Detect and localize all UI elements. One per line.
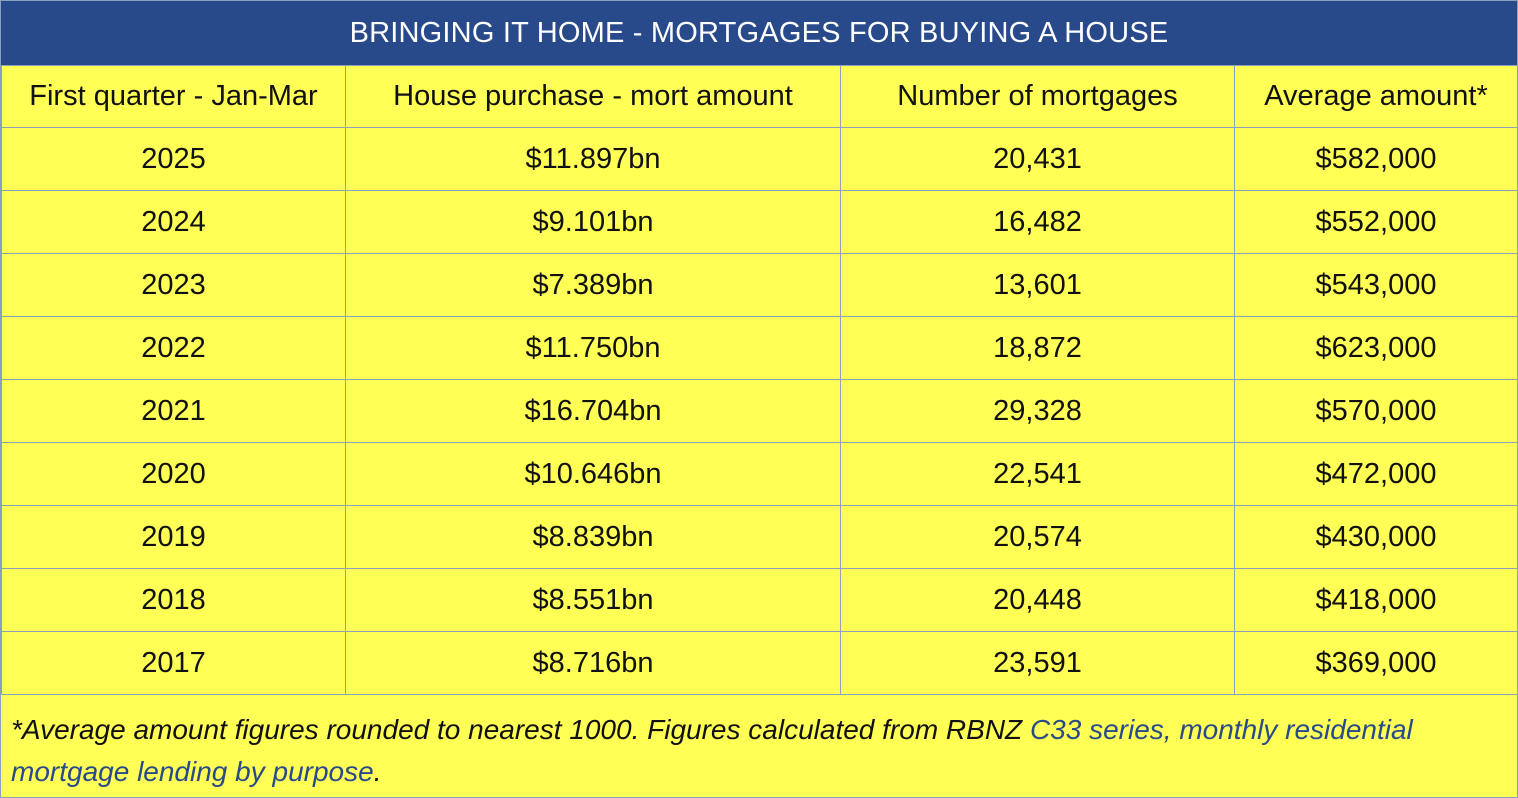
table-row: 2025 $11.897bn 20,431 $582,000	[1, 127, 1518, 191]
column-header-number: Number of mortgages	[840, 65, 1235, 128]
table-row: 2022 $11.750bn 18,872 $623,000	[1, 316, 1518, 380]
cell-mort-amount: $8.839bn	[345, 505, 841, 569]
cell-number: 18,872	[840, 316, 1235, 380]
table-row: 2024 $9.101bn 16,482 $552,000	[1, 190, 1518, 254]
cell-number: 20,431	[840, 127, 1235, 191]
cell-mort-amount: $11.897bn	[345, 127, 841, 191]
header-row: First quarter - Jan-Mar House purchase -…	[1, 65, 1518, 128]
cell-average: $582,000	[1234, 127, 1518, 191]
cell-year: 2022	[1, 316, 346, 380]
table-row: 2018 $8.551bn 20,448 $418,000	[1, 568, 1518, 632]
footnote-text: *Average amount figures rounded to neare…	[11, 714, 1030, 745]
table-row: 2020 $10.646bn 22,541 $472,000	[1, 442, 1518, 506]
cell-year: 2018	[1, 568, 346, 632]
cell-year: 2023	[1, 253, 346, 317]
cell-mort-amount: $7.389bn	[345, 253, 841, 317]
cell-number: 29,328	[840, 379, 1235, 443]
cell-number: 22,541	[840, 442, 1235, 506]
table-row: 2017 $8.716bn 23,591 $369,000	[1, 631, 1518, 695]
mortgage-table: First quarter - Jan-Mar House purchase -…	[1, 65, 1518, 695]
cell-number: 23,591	[840, 631, 1235, 695]
table-title: BRINGING IT HOME - MORTGAGES FOR BUYING …	[1, 1, 1517, 65]
cell-number: 20,448	[840, 568, 1235, 632]
cell-average: $430,000	[1234, 505, 1518, 569]
rbnz-c33-link[interactable]: C33 series, monthly residential mortgage…	[11, 714, 1413, 787]
cell-year: 2025	[1, 127, 346, 191]
footnote: *Average amount figures rounded to neare…	[1, 695, 1517, 793]
table-row: 2023 $7.389bn 13,601 $543,000	[1, 253, 1518, 317]
cell-mort-amount: $10.646bn	[345, 442, 841, 506]
cell-mort-amount: $11.750bn	[345, 316, 841, 380]
cell-year: 2020	[1, 442, 346, 506]
cell-average: $369,000	[1234, 631, 1518, 695]
cell-number: 13,601	[840, 253, 1235, 317]
table-row: 2019 $8.839bn 20,574 $430,000	[1, 505, 1518, 569]
cell-year: 2024	[1, 190, 346, 254]
cell-mort-amount: $8.716bn	[345, 631, 841, 695]
cell-year: 2017	[1, 631, 346, 695]
cell-number: 20,574	[840, 505, 1235, 569]
cell-average: $543,000	[1234, 253, 1518, 317]
cell-average: $418,000	[1234, 568, 1518, 632]
cell-number: 16,482	[840, 190, 1235, 254]
footnote-end: .	[373, 756, 382, 787]
cell-average: $570,000	[1234, 379, 1518, 443]
cell-year: 2021	[1, 379, 346, 443]
cell-year: 2019	[1, 505, 346, 569]
cell-mort-amount: $9.101bn	[345, 190, 841, 254]
column-header-mort-amount: House purchase - mort amount	[345, 65, 841, 128]
cell-average: $623,000	[1234, 316, 1518, 380]
cell-average: $552,000	[1234, 190, 1518, 254]
column-header-average: Average amount*	[1234, 65, 1518, 128]
cell-mort-amount: $8.551bn	[345, 568, 841, 632]
column-header-quarter: First quarter - Jan-Mar	[1, 65, 346, 128]
cell-mort-amount: $16.704bn	[345, 379, 841, 443]
cell-average: $472,000	[1234, 442, 1518, 506]
table-row: 2021 $16.704bn 29,328 $570,000	[1, 379, 1518, 443]
